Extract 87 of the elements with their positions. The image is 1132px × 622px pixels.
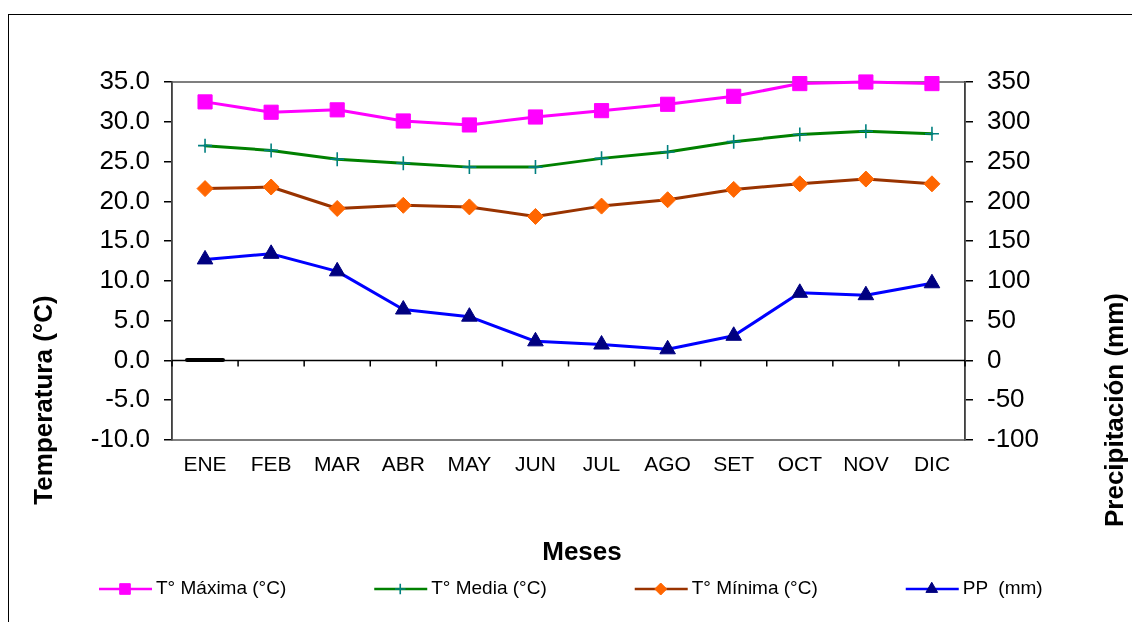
point [263,142,279,159]
point [593,103,610,119]
point [262,178,280,196]
y2-tick-label: -50 [987,383,1025,414]
point [395,155,412,171]
y-tick-label: 10.0 [99,264,150,295]
legend-label: T° Máxima (°C) [156,577,287,599]
point [394,196,412,214]
point [593,197,611,215]
x-tick-label: MAR [313,452,361,476]
point [858,123,874,140]
point [328,199,346,217]
y-tick-label: 5.0 [113,303,150,334]
x-tick-label: OCT [777,452,823,476]
legend-label: T° Media (°C) [431,577,547,599]
x-tick-label: SET [713,452,755,476]
y2-tick-label: 50 [987,303,1016,334]
y2-tick-label: 250 [987,144,1031,175]
point [924,76,940,92]
y-tick-label: 15.0 [99,224,150,255]
point [791,283,809,298]
x-tick-label: DIC [913,452,951,476]
point [395,300,412,315]
point [923,273,941,289]
point [460,198,478,216]
y-tick-label: 35.0 [99,65,150,96]
y2-tick-label: -100 [987,423,1040,454]
point [660,96,676,112]
x-tick-label: JUN [515,452,556,476]
y2-tick-label: 150 [987,224,1031,255]
point [857,170,875,188]
y2-tick-label: 300 [987,104,1031,135]
point [791,126,808,143]
point [527,331,544,347]
point [527,159,544,175]
point [526,207,544,225]
y-tick-label: 25.0 [99,144,150,175]
point [527,109,544,125]
point [329,151,346,167]
point [725,326,742,341]
point [858,74,874,90]
point [197,94,213,110]
point [395,113,411,129]
point [726,88,742,104]
point [197,137,213,154]
point [263,104,279,120]
point [725,133,742,150]
y2-tick-label: 100 [987,264,1031,295]
x-tick-label: NOV [843,452,889,476]
x-tick-label: ABR [381,452,425,476]
point [329,102,345,118]
point [725,180,743,198]
point [924,125,940,142]
point [659,144,676,160]
point [791,175,809,193]
point [196,180,214,198]
y-tick-label: 20.0 [99,184,150,215]
y2-tick-label: 200 [987,184,1031,215]
point [461,159,478,175]
y-tick-label: 0.0 [113,343,150,374]
point [659,339,676,355]
y-tick-label: -10.0 [90,423,150,454]
point [593,335,610,350]
point [792,76,808,92]
x-axis-title: Meses [542,536,622,567]
legend-label: PP (mm) [962,577,1043,599]
y-axis-title: Temperatura (°C) [28,295,59,505]
y2-tick-label: 0 [987,343,1002,374]
x-tick-label: JUL [582,452,621,476]
point [262,244,280,259]
legend-label: T° Mínima (°C) [691,577,818,599]
point [593,150,610,167]
y-tick-label: -5.0 [105,383,150,414]
y-tick-label: 30.0 [99,104,150,135]
x-tick-label: ENE [183,452,227,476]
point [857,285,875,301]
y2-axis-title: Precipitación (mm) [1099,292,1130,528]
x-tick-label: MAY [447,452,492,476]
point [659,191,677,209]
x-tick-label: AGO [644,452,691,476]
point [196,249,214,265]
y2-tick-label: 350 [987,65,1031,96]
point [328,261,346,277]
x-tick-label: FEB [250,452,292,476]
point [461,117,477,133]
point [923,175,941,193]
point [461,307,478,322]
